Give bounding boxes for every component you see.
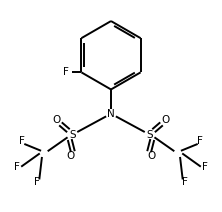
Text: F: F — [63, 67, 69, 77]
Text: F: F — [197, 136, 203, 146]
Text: O: O — [66, 151, 74, 161]
Text: S: S — [69, 130, 76, 140]
Text: O: O — [161, 115, 169, 125]
Text: F: F — [34, 177, 40, 187]
Text: F: F — [182, 177, 188, 187]
Text: N: N — [107, 109, 115, 119]
Text: F: F — [19, 136, 25, 146]
Text: O: O — [53, 115, 61, 125]
Text: F: F — [202, 162, 208, 172]
Text: O: O — [148, 151, 156, 161]
Text: S: S — [146, 130, 153, 140]
Text: F: F — [14, 162, 20, 172]
